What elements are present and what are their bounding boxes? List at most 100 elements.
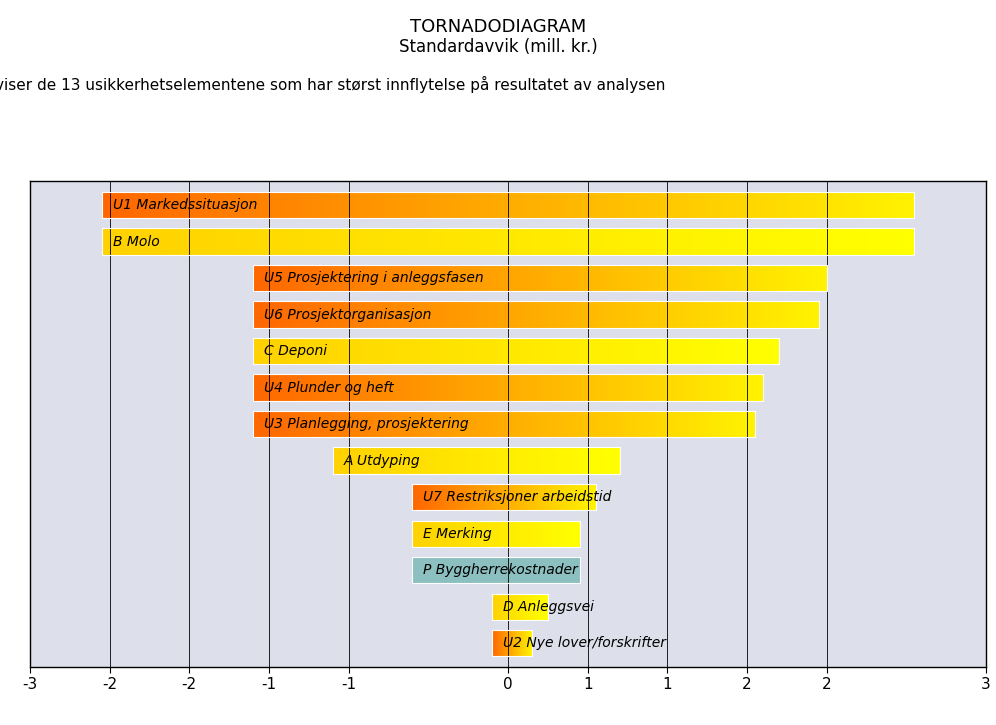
Bar	[739, 302, 742, 328]
Bar	[691, 265, 693, 291]
Bar	[549, 192, 552, 218]
Bar	[501, 374, 503, 401]
Bar	[530, 447, 531, 474]
Bar	[313, 374, 315, 401]
Bar	[460, 447, 461, 474]
Bar	[760, 302, 763, 328]
Bar	[679, 374, 681, 401]
Bar	[492, 447, 494, 474]
Bar	[622, 228, 624, 254]
Bar	[277, 411, 279, 437]
Bar	[514, 338, 516, 364]
Bar	[795, 228, 798, 254]
Bar	[347, 411, 349, 437]
Bar	[491, 411, 493, 437]
Bar	[711, 411, 713, 437]
Bar	[462, 302, 464, 328]
Bar	[556, 447, 557, 474]
Bar	[264, 302, 267, 328]
Bar	[410, 338, 412, 364]
Bar	[509, 302, 512, 328]
Bar	[593, 411, 595, 437]
Bar	[292, 411, 294, 437]
Bar	[611, 447, 613, 474]
Bar	[385, 302, 387, 328]
Bar	[625, 374, 627, 401]
Bar	[432, 338, 434, 364]
Bar	[542, 302, 544, 328]
Bar	[487, 411, 489, 437]
Bar	[670, 338, 672, 364]
Bar	[511, 228, 514, 254]
Bar	[475, 265, 477, 291]
Bar	[349, 374, 351, 401]
Bar	[427, 265, 429, 291]
Bar	[469, 411, 471, 437]
Bar	[662, 265, 664, 291]
Bar	[676, 192, 679, 218]
Bar	[564, 374, 566, 401]
Bar	[633, 374, 635, 401]
Bar	[646, 411, 648, 437]
Bar	[627, 411, 629, 437]
Bar	[536, 265, 538, 291]
Bar	[794, 265, 797, 291]
Bar	[402, 374, 404, 401]
Bar	[299, 265, 301, 291]
Bar	[735, 192, 739, 218]
Bar	[449, 447, 450, 474]
Bar	[388, 228, 391, 254]
Bar	[455, 302, 457, 328]
Bar	[720, 411, 722, 437]
Bar	[549, 411, 551, 437]
Bar	[608, 302, 610, 328]
Bar	[581, 302, 584, 328]
Bar	[459, 411, 461, 437]
Bar	[686, 411, 688, 437]
Bar	[513, 374, 515, 401]
Bar	[392, 374, 394, 401]
Bar	[627, 228, 630, 254]
Bar	[384, 265, 387, 291]
Bar	[362, 411, 364, 437]
Bar	[597, 447, 598, 474]
Bar	[297, 265, 299, 291]
Bar	[632, 302, 634, 328]
Bar	[752, 265, 754, 291]
Bar	[340, 374, 342, 401]
Bar	[286, 228, 289, 254]
Bar	[352, 411, 354, 437]
Bar	[448, 374, 450, 401]
Bar	[371, 447, 373, 474]
Bar	[315, 302, 318, 328]
Bar	[454, 447, 455, 474]
Bar	[842, 228, 845, 254]
Bar	[590, 338, 592, 364]
Bar	[635, 302, 638, 328]
Bar	[330, 374, 332, 401]
Bar	[405, 228, 408, 254]
Bar	[738, 411, 740, 437]
Bar	[739, 374, 741, 401]
Bar	[301, 374, 303, 401]
Bar	[839, 192, 842, 218]
Bar	[692, 228, 695, 254]
Bar	[409, 447, 410, 474]
Bar	[714, 374, 716, 401]
Bar	[813, 302, 816, 328]
Bar	[669, 411, 671, 437]
Bar	[554, 374, 556, 401]
Bar	[756, 374, 758, 401]
Bar	[847, 192, 850, 218]
Bar	[569, 265, 571, 291]
Bar	[316, 374, 318, 401]
Bar	[374, 338, 376, 364]
Bar	[591, 447, 592, 474]
Bar	[458, 447, 459, 474]
Bar	[621, 265, 622, 291]
Bar	[767, 265, 770, 291]
Bar	[656, 265, 658, 291]
Bar	[344, 302, 346, 328]
Bar	[424, 374, 426, 401]
Bar	[172, 192, 175, 218]
